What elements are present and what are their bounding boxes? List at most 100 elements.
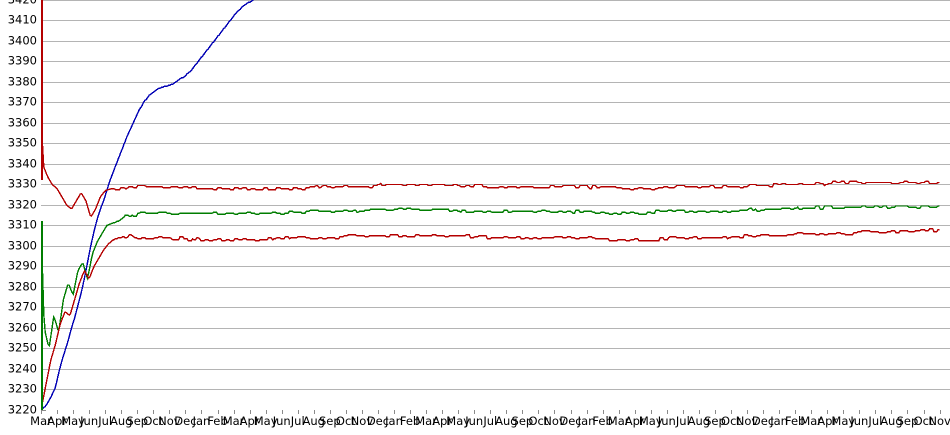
gridlines	[41, 0, 950, 410]
left-border-green-segment	[41, 221, 43, 410]
x-axis-tick-label: Jan	[385, 414, 403, 428]
x-axis-tick-label: May	[61, 414, 85, 428]
x-axis-tick-label: Jun	[850, 414, 869, 428]
x-axis-tick-mark	[682, 410, 684, 414]
x-axis-tick-mark	[169, 410, 171, 414]
y-axis-tick-label: 3330	[7, 176, 37, 191]
y-axis-tick-label: 3400	[7, 32, 37, 47]
x-axis-tick-label: Apr	[239, 414, 260, 428]
x-axis-tick-mark	[779, 410, 781, 414]
x-axis-tick-mark	[233, 410, 235, 414]
x-axis-tick-label: Aug	[495, 414, 518, 428]
x-axis-tick-mark	[73, 410, 75, 414]
x-axis-tick-mark	[763, 410, 765, 414]
x-axis-tick-mark	[586, 410, 588, 414]
gridline	[41, 102, 950, 103]
gridline	[41, 348, 950, 349]
x-axis-tick-label: Apr	[432, 414, 453, 428]
y-axis-tick-label: 3370	[7, 94, 37, 109]
y-axis-tick-mark	[41, 409, 46, 411]
x-axis-tick-label: Jul	[483, 414, 498, 428]
x-axis-tick-mark	[714, 410, 716, 414]
x-axis-tick-mark	[811, 410, 813, 414]
x-axis-tick-label: Sep	[511, 414, 534, 428]
x-axis-tick-mark	[490, 410, 492, 414]
gridline	[41, 204, 950, 206]
gridline	[41, 20, 950, 21]
gridline	[41, 245, 950, 247]
x-axis-tick-mark	[554, 410, 556, 414]
x-axis-tick-mark	[506, 410, 508, 414]
x-axis-tick-label: Apr	[47, 414, 67, 428]
series-line-series_red_upper	[41, 0, 940, 217]
left-border-red-segment	[41, 0, 43, 181]
x-axis-tick-label: Dec	[559, 414, 582, 428]
y-axis-tick-label: 3240	[7, 360, 37, 375]
x-axis-tick-mark	[875, 410, 877, 414]
x-axis-tick-label: Nov	[928, 414, 950, 428]
x-axis-tick-label: Sep	[704, 414, 726, 428]
x-axis-tick-mark	[843, 410, 845, 414]
gridline	[41, 40, 950, 42]
x-axis-tick-label: Apr	[817, 414, 838, 428]
x-axis-tick-mark	[137, 410, 139, 414]
x-axis-tick-label: Mar	[415, 414, 437, 428]
x-axis-tick-mark	[313, 410, 315, 414]
x-axis-tick-label: Apr	[624, 414, 645, 428]
x-axis-tick-mark	[730, 410, 732, 414]
x-axis-tick-label: Jul	[98, 414, 113, 428]
x-axis-tick-label: Mar	[800, 414, 823, 428]
x-axis-tick-mark	[41, 410, 42, 414]
x-axis-tick-mark	[907, 410, 909, 414]
x-axis-tick-label: Nov	[158, 414, 181, 428]
x-axis-tick-mark	[522, 410, 524, 414]
gridline	[41, 266, 950, 267]
x-axis-tick-label: Nov	[350, 414, 374, 428]
x-axis-tick-mark	[297, 410, 299, 414]
y-axis-tick-label: 3410	[7, 12, 37, 27]
x-axis-tick-mark	[458, 410, 460, 414]
y-axis-tick-label: 3390	[7, 53, 37, 68]
x-axis-tick-mark	[474, 410, 476, 414]
x-axis-tick-mark	[426, 410, 428, 414]
x-axis-tick-mark	[281, 410, 283, 414]
y-axis-tick-label: 3270	[7, 299, 37, 314]
gridline	[41, 307, 950, 308]
gridline	[41, 389, 950, 390]
y-axis-tick-label: 3220	[7, 401, 37, 416]
x-axis-tick-mark	[329, 410, 331, 414]
x-axis-tick-label: Nov	[735, 414, 759, 428]
gridline	[41, 225, 950, 226]
x-axis-tick-mark	[89, 410, 91, 414]
x-axis-tick-label: Dec	[751, 414, 775, 428]
x-axis-tick-mark	[345, 410, 347, 414]
x-axis-tick-label: Jul	[675, 414, 690, 428]
gridline	[41, 327, 950, 329]
y-axis-tick-label: 3250	[7, 340, 37, 355]
x-axis-tick-label: Oct	[335, 414, 356, 428]
x-axis-tick-label: Jun	[272, 414, 291, 428]
x-axis-tick-label: Aug	[302, 414, 325, 428]
y-axis: 3220 3230 3240 3250 3260 3270 3280 3290 3300 3310…	[0, 0, 46, 435]
y-axis-tick-label: 3340	[7, 155, 37, 170]
series-line-series_green	[41, 205, 940, 348]
x-axis-tick-mark	[698, 410, 700, 414]
y-axis-tick-label: 3380	[7, 73, 37, 88]
x-axis-tick-label: Dec	[366, 414, 390, 428]
x-axis-tick-label: Oct	[528, 414, 549, 428]
x-axis-tick-label: Oct	[143, 414, 164, 428]
x-axis-tick-mark	[570, 410, 572, 414]
x-axis-tick-mark	[602, 410, 604, 414]
x-axis-tick-mark	[265, 410, 267, 414]
gridline	[41, 163, 950, 165]
y-axis-tick-label: 3350	[7, 135, 37, 150]
x-axis-tick-mark	[923, 410, 925, 414]
x-axis-tick-mark	[666, 410, 668, 414]
x-axis-tick-label: Aug	[109, 414, 133, 428]
x-axis-tick-label: May	[831, 414, 856, 428]
x-axis-tick-label: May	[253, 414, 278, 428]
x-axis-tick-label: May	[638, 414, 663, 428]
x-axis-tick-mark	[201, 410, 203, 414]
x-axis-tick-mark	[217, 410, 219, 414]
